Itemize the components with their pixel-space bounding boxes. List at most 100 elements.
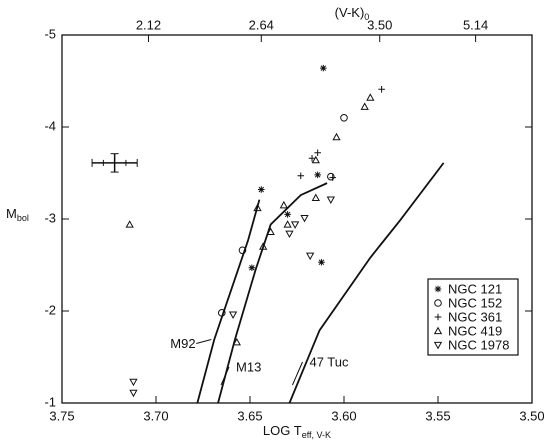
point xyxy=(434,313,442,321)
y-tick-label: -2 xyxy=(44,302,56,317)
marker-part xyxy=(433,341,443,350)
top-tick-label: 2.12 xyxy=(136,17,161,32)
marker-part xyxy=(284,211,291,218)
point xyxy=(257,186,265,193)
marker-part xyxy=(327,172,335,181)
marker-part xyxy=(320,64,327,72)
label-arrow xyxy=(196,339,212,345)
point xyxy=(311,155,320,164)
point xyxy=(434,285,442,293)
point xyxy=(248,264,256,272)
marker-part xyxy=(329,174,337,181)
point xyxy=(360,102,369,110)
point xyxy=(306,252,315,261)
curve-label: 47 Tuc xyxy=(309,354,349,369)
x-tick-label: 3.50 xyxy=(519,408,544,423)
marker-part xyxy=(366,93,375,101)
y-tick-label: -3 xyxy=(44,210,56,225)
y-tick-label: -4 xyxy=(44,118,56,133)
point xyxy=(125,220,134,228)
marker-part xyxy=(297,172,305,180)
point xyxy=(279,200,288,209)
legend-label: NGC 419 xyxy=(448,323,502,338)
y-tick-label: -1 xyxy=(44,394,56,409)
point xyxy=(314,149,321,157)
y-tick-label: -5 xyxy=(44,26,56,41)
marker-part xyxy=(311,155,320,164)
point xyxy=(327,172,335,181)
x-axis-title: LOG Teff, V-K xyxy=(263,423,331,440)
marker-part xyxy=(129,389,138,398)
legend-label: NGC 1978 xyxy=(448,337,509,352)
point xyxy=(318,258,325,266)
x-tick-label: 3.75 xyxy=(49,408,74,423)
legend-label: NGC 361 xyxy=(448,309,502,324)
top-tick-label: 2.64 xyxy=(249,17,274,32)
marker-part xyxy=(318,258,325,266)
marker-part xyxy=(283,220,292,228)
curve-label: M13 xyxy=(236,359,261,374)
point xyxy=(378,85,385,93)
marker-part xyxy=(311,193,320,201)
marker-part xyxy=(279,200,288,209)
marker-part xyxy=(308,154,316,162)
marker-part xyxy=(378,85,385,93)
point xyxy=(433,341,443,350)
point xyxy=(332,132,341,141)
marker-part xyxy=(360,102,369,110)
point xyxy=(285,230,294,239)
marker-part xyxy=(340,114,348,122)
marker-part xyxy=(434,285,442,293)
point xyxy=(329,174,337,181)
marker-part xyxy=(433,326,443,335)
marker-part xyxy=(314,171,321,179)
point xyxy=(366,93,375,101)
marker-part xyxy=(129,378,138,387)
x-tick-label: 3.70 xyxy=(143,408,168,423)
legend-label: NGC 121 xyxy=(448,281,502,296)
curve-label: M92 xyxy=(170,336,195,351)
isochrone-line xyxy=(196,199,261,404)
legend-box xyxy=(427,278,519,356)
point xyxy=(253,203,262,212)
x-tick-label: 3.55 xyxy=(425,408,450,423)
y-axis-title: Mbol xyxy=(6,206,29,223)
marker-part xyxy=(257,186,265,193)
point xyxy=(290,221,300,229)
marker-part xyxy=(125,220,134,228)
point xyxy=(326,196,335,205)
point xyxy=(129,389,138,398)
point xyxy=(308,154,316,162)
point xyxy=(129,378,138,387)
isochrone-line xyxy=(288,162,445,404)
label-arrow xyxy=(292,361,303,386)
legend-label: NGC 152 xyxy=(448,295,502,310)
marker-part xyxy=(228,311,238,320)
x-tick-label: 3.65 xyxy=(237,408,262,423)
marker-part xyxy=(326,196,335,205)
point xyxy=(340,114,348,122)
marker-part xyxy=(238,246,247,255)
point xyxy=(297,172,305,180)
marker-part xyxy=(314,149,321,157)
point xyxy=(300,214,309,223)
point xyxy=(284,211,291,218)
top-axis-title: (V-K)0 xyxy=(335,5,370,22)
point xyxy=(228,311,238,320)
point xyxy=(311,193,320,201)
x-tick-label: 3.60 xyxy=(331,408,356,423)
marker-part xyxy=(434,299,442,307)
point xyxy=(434,299,442,307)
point xyxy=(314,171,321,179)
point xyxy=(238,246,247,255)
point xyxy=(283,220,292,228)
top-tick-label: 3.50 xyxy=(367,17,392,32)
marker-part xyxy=(290,221,300,229)
marker-part xyxy=(248,264,256,272)
label-arrow xyxy=(220,366,230,386)
point xyxy=(433,326,443,335)
marker-part xyxy=(285,230,294,239)
marker-part xyxy=(332,132,341,141)
point xyxy=(320,64,327,72)
